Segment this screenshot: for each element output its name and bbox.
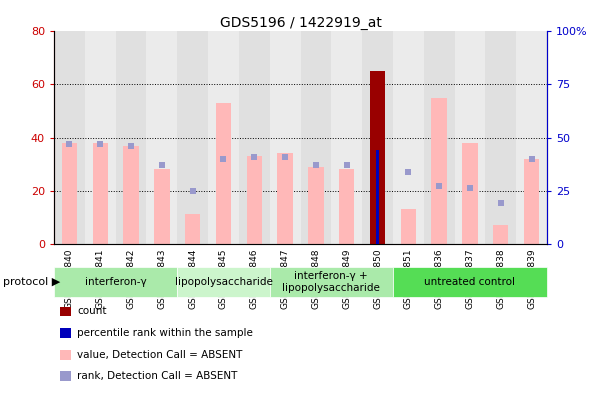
Bar: [376, 150, 379, 244]
Text: percentile rank within the sample: percentile rank within the sample: [77, 328, 253, 338]
Text: interferon-γ +
lipopolysaccharide: interferon-γ + lipopolysaccharide: [282, 271, 380, 293]
Bar: [331, 31, 362, 244]
Bar: [432, 98, 447, 244]
Bar: [362, 31, 393, 244]
Bar: [216, 103, 231, 244]
Bar: [462, 143, 478, 244]
Bar: [308, 167, 323, 244]
Bar: [278, 153, 293, 244]
Text: protocol ▶: protocol ▶: [3, 277, 60, 287]
Bar: [115, 31, 147, 244]
Bar: [370, 71, 385, 244]
Text: lipopolysaccharide: lipopolysaccharide: [174, 277, 272, 287]
Bar: [270, 31, 300, 244]
Bar: [147, 31, 177, 244]
Text: GDS5196 / 1422919_at: GDS5196 / 1422919_at: [219, 16, 382, 30]
Bar: [239, 31, 270, 244]
Bar: [123, 145, 139, 244]
Text: count: count: [77, 307, 106, 316]
Text: value, Detection Call = ABSENT: value, Detection Call = ABSENT: [77, 350, 242, 360]
Bar: [177, 31, 208, 244]
Bar: [208, 31, 239, 244]
Bar: [424, 31, 454, 244]
Bar: [300, 31, 331, 244]
Bar: [62, 143, 77, 244]
Bar: [93, 143, 108, 244]
Bar: [246, 156, 262, 244]
Bar: [393, 31, 424, 244]
Bar: [154, 169, 169, 244]
Text: untreated control: untreated control: [424, 277, 516, 287]
Bar: [524, 159, 539, 244]
Bar: [339, 169, 355, 244]
Bar: [516, 31, 547, 244]
Bar: [85, 31, 115, 244]
Bar: [185, 215, 200, 244]
Text: interferon-γ: interferon-γ: [85, 277, 147, 287]
Bar: [486, 31, 516, 244]
Bar: [493, 225, 508, 244]
Bar: [454, 31, 486, 244]
Text: rank, Detection Call = ABSENT: rank, Detection Call = ABSENT: [77, 371, 237, 381]
Bar: [54, 31, 85, 244]
Bar: [401, 209, 416, 244]
